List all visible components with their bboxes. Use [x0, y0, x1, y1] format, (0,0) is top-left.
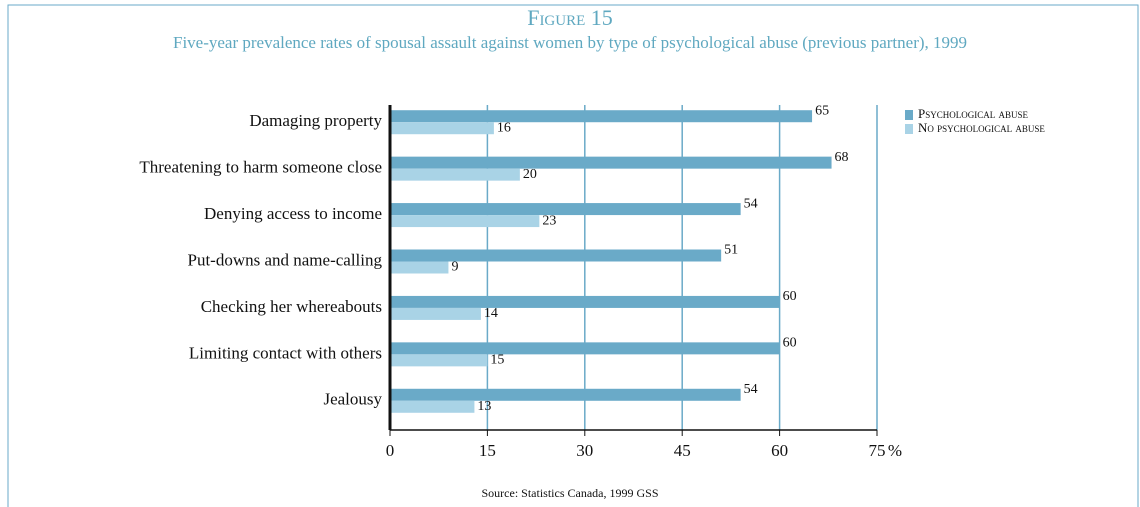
y-tick-label: Checking her whereabouts [201, 297, 382, 316]
bar [390, 307, 481, 320]
bar [390, 295, 780, 308]
bar [390, 342, 780, 355]
x-tick-label: 60 [771, 441, 788, 460]
bar [390, 400, 475, 413]
value-label: 54 [744, 196, 758, 211]
legend-label: Psychological abuse [918, 106, 1028, 121]
bar [390, 215, 540, 228]
bar [390, 249, 722, 262]
y-tick-label: Damaging property [249, 111, 382, 130]
x-tick-label: 75 [869, 441, 886, 460]
chart-title: Figure 15 [527, 5, 613, 30]
value-label: 23 [542, 213, 556, 228]
bar [390, 168, 520, 181]
value-label: 51 [724, 243, 738, 258]
y-tick-label: Put-downs and name-calling [187, 250, 382, 269]
value-label: 15 [490, 353, 504, 368]
value-label: 68 [835, 150, 849, 165]
bar [390, 156, 832, 169]
legend-swatch [905, 110, 913, 120]
value-label: 14 [484, 306, 498, 321]
x-axis-label: % [888, 441, 902, 460]
value-label: 20 [523, 167, 537, 182]
x-tick-label: 15 [479, 441, 496, 460]
bar [390, 261, 449, 274]
x-tick-label: 45 [674, 441, 691, 460]
y-tick-label: Threatening to harm someone close [139, 158, 382, 177]
value-label: 60 [783, 336, 797, 351]
frame [7, 4, 1139, 507]
bar [390, 110, 813, 123]
y-tick-label: Jealousy [323, 390, 382, 409]
x-tick-label: 0 [386, 441, 395, 460]
legend-swatch [905, 124, 913, 134]
y-tick-label: Limiting contact with others [189, 343, 382, 362]
value-label: 13 [477, 399, 491, 414]
bar [390, 388, 741, 401]
value-label: 60 [783, 289, 797, 304]
value-label: 65 [815, 103, 829, 118]
legend-label: No psychological abuse [918, 120, 1045, 135]
x-tick-label: 30 [576, 441, 593, 460]
value-label: 9 [451, 260, 458, 275]
chart-subtitle: Five-year prevalence rates of spousal as… [173, 33, 967, 52]
source: Source: Statistics Canada, 1999 GSS [482, 486, 659, 500]
value-label: 16 [497, 120, 511, 135]
y-tick-label: Denying access to income [204, 204, 382, 223]
value-label: 54 [744, 382, 758, 397]
bar [390, 203, 741, 216]
bar [390, 354, 488, 367]
bar [390, 122, 494, 135]
